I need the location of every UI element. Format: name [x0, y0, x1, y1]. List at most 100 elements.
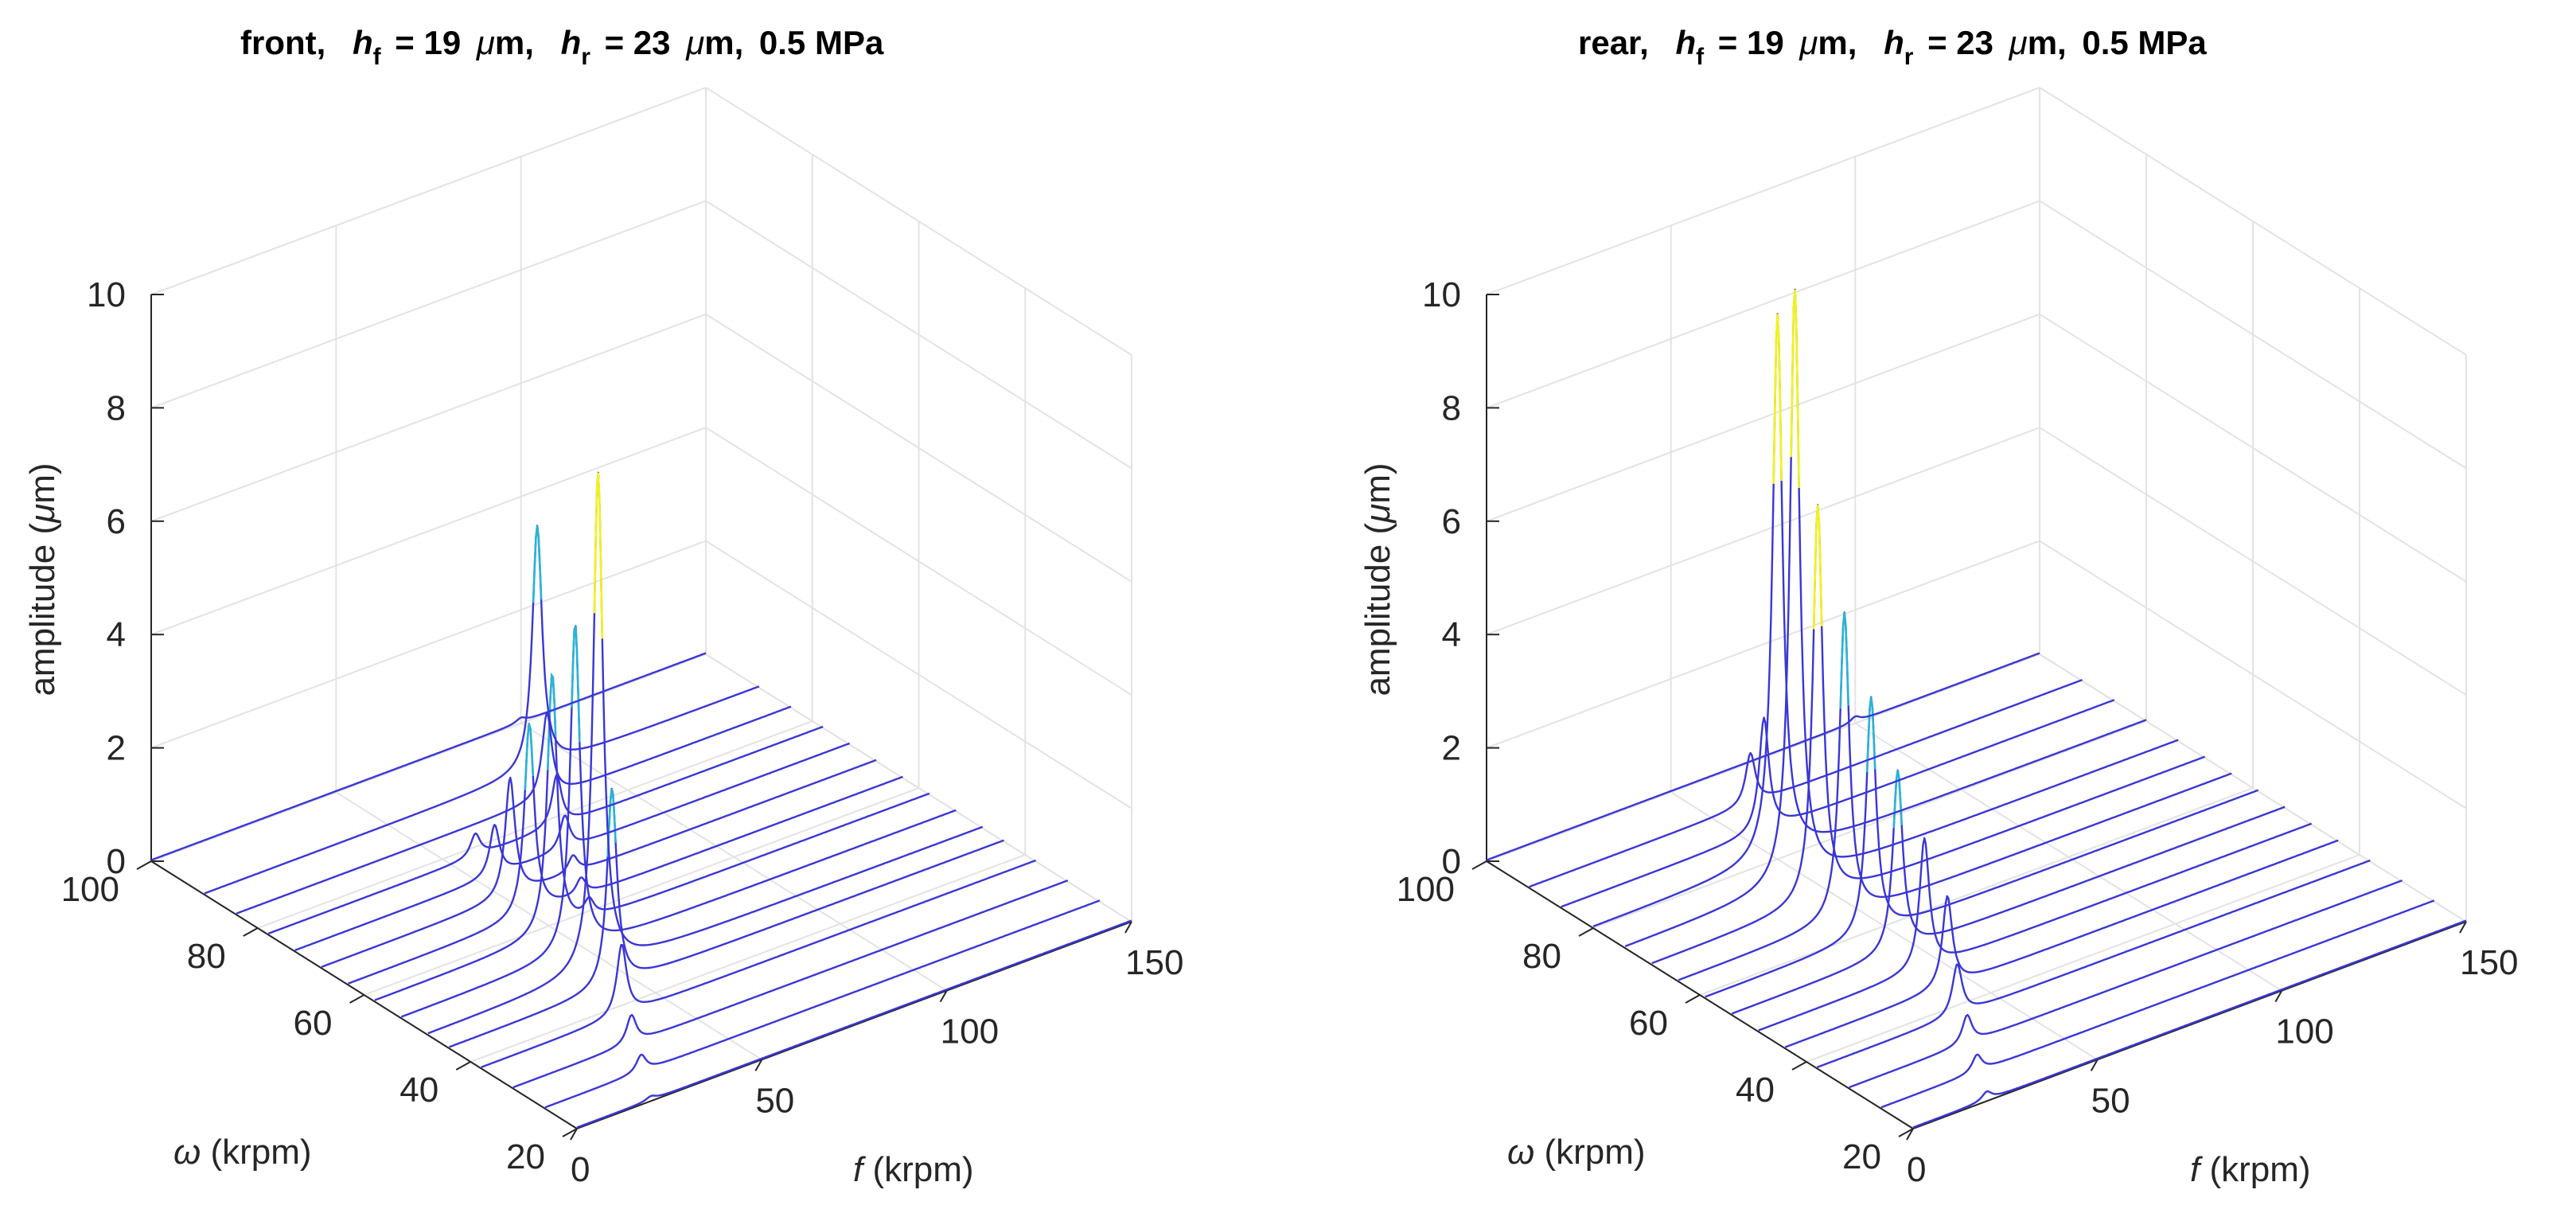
spectrum-trace	[481, 859, 1037, 1068]
front-traces	[150, 471, 1132, 1129]
spectrum-trace	[1624, 288, 2179, 948]
spectrum-trace	[267, 725, 824, 935]
y-tick-label: 60	[1629, 1004, 1668, 1043]
grid-line	[2039, 87, 2467, 356]
spectrum-trace	[1849, 880, 2403, 1089]
z-tick-label: 8	[107, 388, 126, 427]
peak-highlight	[532, 525, 543, 603]
title-unit: m,	[704, 24, 743, 61]
title-f-subscript: f	[373, 44, 382, 70]
grid-line	[150, 200, 707, 409]
spectrum-trace	[449, 787, 1004, 1048]
spectrum-trace	[1731, 769, 2286, 1015]
grid-line	[150, 540, 707, 749]
y-tick-label: 40	[399, 1071, 438, 1110]
spectrum-trace	[1651, 504, 2206, 965]
grid-line	[2039, 313, 2467, 583]
title-mu-symbol: μ	[685, 24, 704, 61]
title-unit: m,	[1818, 24, 1857, 61]
y-tick-label: 60	[294, 1004, 333, 1043]
z-tick-label: 2	[1442, 729, 1461, 768]
spectrum-trace	[1912, 919, 2467, 1129]
peak-highlight	[571, 626, 581, 743]
z-tick-label: 0	[107, 842, 126, 881]
y-tick-mark	[1685, 994, 1701, 1004]
y-tick-mark	[136, 860, 152, 870]
spectrum-trace	[1816, 859, 2371, 1069]
grid-line	[705, 540, 1132, 809]
peak-highlight	[1772, 314, 1783, 484]
grid-line	[1486, 87, 2040, 295]
x-axis-line	[576, 921, 1132, 1129]
x-tick-mark	[2274, 990, 2283, 1003]
title-f-subscript: f	[1696, 44, 1705, 70]
rear-z-axis-label: amplitude (μm)	[1358, 462, 1397, 696]
spectrum-trace	[236, 705, 792, 915]
y-tick-label: 80	[1522, 937, 1561, 976]
y-tick-label: 20	[506, 1137, 545, 1176]
z-tick-label: 6	[1442, 502, 1461, 541]
y-tick-mark	[349, 994, 364, 1004]
zlabel-mu: μ	[23, 504, 62, 524]
y-tick-mark	[1791, 1061, 1807, 1071]
grid-line	[1486, 653, 2040, 862]
spectrum-trace	[204, 525, 760, 895]
title-hf-value: = 19	[395, 24, 461, 61]
title-prefix: rear,	[1578, 24, 1649, 61]
spectrum-trace	[150, 652, 707, 861]
spectrum-trace	[1486, 652, 2040, 861]
rear-traces	[1486, 288, 2467, 1129]
x-tick-label: 0	[571, 1150, 590, 1189]
spectrum-trace	[512, 880, 1069, 1089]
spectrum-trace	[1705, 696, 2259, 998]
zlabel-suffix: m)	[23, 462, 62, 503]
xlabel-unit: (krpm)	[863, 1150, 973, 1189]
title-mu-symbol: μ	[476, 24, 495, 61]
grid-line	[705, 87, 1132, 356]
y-tick-mark	[562, 1128, 578, 1137]
grid-line	[1592, 720, 2147, 929]
spectrum-trace	[348, 723, 903, 985]
z-tick-label: 10	[1422, 275, 1461, 314]
title-unit: m,	[495, 24, 534, 61]
front-y-axis-label: ω (krpm)	[173, 1133, 312, 1172]
x-tick-label: 50	[755, 1081, 794, 1120]
x-tick-mark	[939, 990, 948, 1003]
title-prefix: front,	[240, 24, 325, 61]
peak-highlight	[606, 788, 617, 857]
x-tick-mark	[2459, 921, 2467, 934]
grid-line	[1699, 787, 2254, 996]
y-tick-label: 20	[1842, 1137, 1881, 1176]
front-grid	[150, 87, 1132, 1129]
xlabel-unit: (krpm)	[2200, 1150, 2310, 1189]
front-x-axis-label: f (krpm)	[853, 1150, 974, 1189]
x-tick-mark	[1906, 1128, 1914, 1141]
ylabel-variable: ω	[173, 1133, 201, 1172]
rear-axes	[1471, 294, 2467, 1141]
title-mu-symbol: μ	[2009, 24, 2028, 61]
spectrum-trace	[294, 742, 851, 952]
y-tick-label: 100	[61, 870, 119, 909]
spectrum-trace	[1784, 839, 2339, 1048]
peak-highlight	[547, 672, 557, 770]
grid-line	[2039, 200, 2467, 470]
grid-line	[1806, 854, 2360, 1063]
title-r-subscript: r	[1904, 44, 1914, 70]
front-title: front, hf = 19 μm, hr = 23 μm, 0.5 MPa	[240, 24, 884, 72]
peak-highlight	[1812, 505, 1823, 630]
y-tick-label: 80	[187, 937, 226, 976]
x-tick-label: 150	[2460, 943, 2518, 982]
title-h-symbol: h	[353, 24, 373, 61]
y-tick-mark	[1898, 1128, 1914, 1137]
title-pressure: 0.5 MPa	[2082, 24, 2207, 61]
rear-title: rear, hf = 19 μm, hr = 23 μm, 0.5 MPa	[1578, 24, 2207, 72]
spectrum-trace	[1529, 679, 2083, 888]
z-tick-label: 8	[1442, 388, 1461, 427]
spectrum-trace	[374, 674, 930, 1001]
y-tick-mark	[1578, 927, 1594, 937]
title-hr-value: = 23	[1927, 24, 1993, 61]
grid-line	[150, 653, 707, 862]
